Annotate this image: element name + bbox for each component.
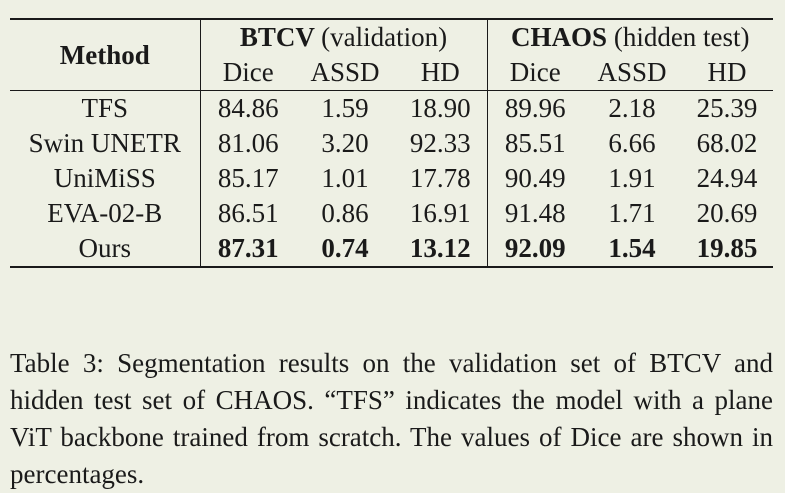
results-table-container: Method BTCV (validation) CHAOS (hidden t… bbox=[10, 18, 774, 268]
method-header: Method bbox=[10, 19, 200, 91]
value-cell: 2.18 bbox=[608, 93, 656, 123]
group-qualifier-btcv: (validation) bbox=[321, 22, 448, 52]
group-name-chaos: CHAOS bbox=[511, 22, 614, 52]
value-cell: 1.01 bbox=[321, 163, 369, 193]
value-cell: 1.91 bbox=[608, 163, 656, 193]
value-cell-best: 92.09 bbox=[486, 231, 584, 267]
value-cell: 85.51 bbox=[486, 126, 584, 161]
table-row: Swin UNETR 81.06 3.20 92.33 85.51 6.66 6… bbox=[10, 126, 773, 161]
value-cell-best: 13.12 bbox=[409, 233, 471, 263]
group-header-chaos: CHAOS (hidden test) bbox=[486, 19, 774, 55]
table-row-ours: Ours 87.31 0.74 13.12 92.09 1.54 19.85 bbox=[10, 231, 774, 267]
value-cell: 89.96 bbox=[486, 90, 584, 126]
metric-header: HD bbox=[707, 57, 747, 87]
value-cell: 84.86 bbox=[199, 90, 296, 126]
metric-header: HD bbox=[420, 57, 460, 87]
metric-header: Dice bbox=[199, 55, 296, 91]
value-cell: 68.02 bbox=[696, 128, 758, 158]
results-table: Method BTCV (validation) CHAOS (hidden t… bbox=[10, 18, 774, 268]
value-cell: 91.48 bbox=[486, 196, 584, 231]
value-cell-best: 1.54 bbox=[608, 233, 656, 263]
value-cell: 0.86 bbox=[321, 198, 369, 228]
group-name-btcv: BTCV bbox=[239, 22, 322, 52]
method-cell: Ours bbox=[78, 233, 132, 263]
value-cell: 1.59 bbox=[321, 93, 369, 123]
value-cell: 18.90 bbox=[409, 93, 471, 123]
method-cell: Swin UNETR bbox=[28, 128, 181, 158]
value-cell: 86.51 bbox=[199, 196, 296, 231]
value-cell: 17.78 bbox=[409, 163, 471, 193]
metric-header: Dice bbox=[486, 55, 584, 91]
value-cell: 92.33 bbox=[409, 128, 471, 158]
value-cell: 6.66 bbox=[608, 128, 656, 158]
value-cell: 81.06 bbox=[199, 126, 296, 161]
value-cell: 85.17 bbox=[199, 161, 296, 196]
method-cell: UniMiSS bbox=[53, 163, 156, 193]
value-cell-best: 87.31 bbox=[199, 231, 296, 267]
value-cell: 16.91 bbox=[409, 198, 471, 228]
value-cell: 20.69 bbox=[696, 198, 758, 228]
group-qualifier-chaos: (hidden test) bbox=[613, 22, 750, 52]
value-cell: 1.71 bbox=[608, 198, 656, 228]
group-header-row: Method BTCV (validation) CHAOS (hidden t… bbox=[10, 19, 774, 91]
results-table-body: TFS 84.86 1.59 18.90 89.96 2.18 25.39 Sw… bbox=[10, 90, 774, 267]
metric-header: ASSD bbox=[597, 57, 667, 87]
method-cell: EVA-02-B bbox=[47, 198, 163, 228]
value-cell-best: 19.85 bbox=[696, 233, 758, 263]
value-cell: 3.20 bbox=[321, 128, 369, 158]
table-row: EVA-02-B 86.51 0.86 16.91 91.48 1.71 20.… bbox=[10, 196, 773, 231]
table-row: UniMiSS 85.17 1.01 17.78 90.49 1.91 24.9… bbox=[10, 161, 773, 196]
value-cell: 25.39 bbox=[696, 93, 758, 123]
value-cell: 90.49 bbox=[486, 161, 584, 196]
metric-header: ASSD bbox=[310, 57, 380, 87]
value-cell: 24.94 bbox=[696, 163, 758, 193]
table-caption: Table 3: Segmentation results on the val… bbox=[10, 348, 773, 489]
value-cell-best: 0.74 bbox=[321, 233, 369, 263]
metric-header-row: Dice ASSD HD Dice ASSD HD bbox=[10, 55, 774, 91]
group-header-btcv: BTCV (validation) bbox=[199, 19, 488, 55]
table-row: TFS 84.86 1.59 18.90 89.96 2.18 25.39 bbox=[10, 90, 773, 126]
method-cell: TFS bbox=[81, 93, 129, 123]
